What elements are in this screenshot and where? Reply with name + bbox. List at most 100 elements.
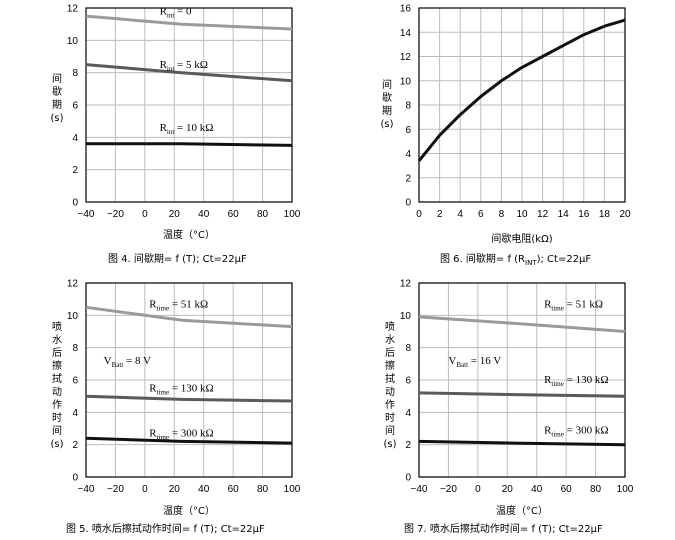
y-tick-label: 2 xyxy=(72,440,78,451)
y-tick-label: 12 xyxy=(67,4,79,15)
series-label: Rtime = 51 kΩ xyxy=(544,298,603,312)
y-tick-label: 4 xyxy=(405,408,411,419)
y-tick-label: 0 xyxy=(72,198,78,209)
y-tick-label: 12 xyxy=(67,279,79,290)
chart-fig4: −40 −20 0 20 40 60 80 100 0 2 4 6 8 10 12 Rint = 0 Rint … xyxy=(50,4,300,266)
series-line xyxy=(417,18,626,162)
x-tick-label: −20 xyxy=(440,484,457,495)
battery-voltage-label: VBatt = 8 V xyxy=(104,355,151,369)
y-tick-label: 8 xyxy=(405,343,411,354)
x-tick-label: 40 xyxy=(531,484,543,495)
series-line xyxy=(85,305,293,329)
y-axis-label: 期 xyxy=(382,105,392,117)
y-tick-label: 0 xyxy=(405,198,411,209)
x-tick-label: 18 xyxy=(599,209,611,220)
series-label: Rtime = 51 kΩ xyxy=(149,298,208,312)
series-line xyxy=(85,14,293,31)
x-tick-label: −20 xyxy=(107,484,124,495)
y-tick-label: 4 xyxy=(72,408,78,419)
series-label: Rtime = 300 kΩ xyxy=(544,424,608,438)
series-label: Rtime = 130 kΩ xyxy=(149,382,213,396)
y-axis-label: 擦 xyxy=(52,359,62,372)
x-tick-label: 40 xyxy=(198,209,210,220)
y-tick-label: 8 xyxy=(72,343,78,354)
y-tick-label: 6 xyxy=(405,376,411,387)
x-tick-label: −20 xyxy=(107,209,124,220)
x-axis-label: 温度（°C） xyxy=(496,504,548,517)
plot-frame xyxy=(418,7,626,203)
y-tick-label: 10 xyxy=(67,36,79,47)
series-label: Rint = 10 kΩ xyxy=(160,122,214,136)
series-label: Rtime = 300 kΩ xyxy=(149,428,213,442)
x-tick-label: 100 xyxy=(617,484,634,495)
y-axis-label: (s) xyxy=(50,439,63,450)
y-tick-label: 4 xyxy=(72,133,78,144)
series-line xyxy=(86,142,293,147)
x-tick-label: 60 xyxy=(228,209,240,220)
x-tick-label: 0 xyxy=(416,209,422,220)
x-tick-label: 10 xyxy=(516,209,528,220)
y-tick-label: 10 xyxy=(400,76,412,87)
y-axis-label: 期 xyxy=(52,99,62,111)
series-line xyxy=(418,439,626,447)
y-tick-label: 0 xyxy=(72,473,78,484)
series-line xyxy=(418,315,626,333)
y-tick-label: 12 xyxy=(400,279,412,290)
x-tick-label: −40 xyxy=(78,209,95,220)
x-tick-label: 0 xyxy=(142,209,148,220)
x-tick-label: 14 xyxy=(558,209,570,220)
y-axis-label: 喷 xyxy=(52,321,62,333)
y-tick-label: 8 xyxy=(72,68,78,79)
x-tick-label: −40 xyxy=(411,484,428,495)
y-tick-label: 10 xyxy=(67,311,79,322)
y-axis-label: 时 xyxy=(52,412,62,424)
x-axis-label: 温度（°C） xyxy=(163,504,215,517)
x-tick-label: −40 xyxy=(78,484,95,495)
x-tick-label: 2 xyxy=(437,209,443,220)
x-tick-label: 4 xyxy=(457,209,463,220)
chart-fig6: 0 2 4 6 8 10 12 14 16 18 20 0 2 4 6 8 10 12 14 16 间歇期 (s) 间歇电阻… xyxy=(380,4,631,268)
x-tick-label: 60 xyxy=(228,484,240,495)
plot-frame xyxy=(85,7,293,203)
y-axis-label: 时 xyxy=(385,412,395,424)
y-axis-label: 拭 xyxy=(385,372,395,385)
y-tick-label: 6 xyxy=(72,376,78,387)
x-tick-label: 20 xyxy=(619,209,631,220)
y-axis-label: 擦 xyxy=(385,359,395,372)
series-label: Rtime = 130 kΩ xyxy=(544,374,608,388)
x-tick-label: 20 xyxy=(502,484,514,495)
y-tick-label: 2 xyxy=(405,173,411,184)
y-axis-label: 间 xyxy=(52,72,62,85)
y-axis-label: 动 xyxy=(52,386,62,398)
figure-caption: 图 4. 间歇期= f (T); Ct=22µF xyxy=(108,252,247,265)
figure-caption: 图 5. 喷水后擦拭动作时间= f (T); Ct=22µF xyxy=(66,522,265,535)
y-axis-label: 间 xyxy=(382,78,392,91)
y-tick-label: 16 xyxy=(400,4,412,15)
y-axis-label: 水 xyxy=(52,334,62,346)
y-tick-label: 2 xyxy=(72,165,78,176)
x-tick-label: 100 xyxy=(284,484,301,495)
y-tick-label: 2 xyxy=(405,440,411,451)
x-tick-label: 8 xyxy=(499,209,505,220)
x-tick-label: 20 xyxy=(169,484,181,495)
y-axis-label: 作 xyxy=(385,399,395,411)
x-tick-label: 0 xyxy=(475,484,481,495)
y-tick-label: 10 xyxy=(400,311,412,322)
y-axis-label: 水 xyxy=(385,334,395,346)
y-tick-label: 14 xyxy=(400,28,412,39)
chart-fig5: −40 −20 0 20 40 60 80 100 0 2 4 6 8 10 12 Rtime = 51 kΩ… xyxy=(50,279,300,536)
y-tick-label: 0 xyxy=(405,473,411,484)
figure-caption: 图 7. 喷水后擦拭动作时间= f (T); Ct=22µF xyxy=(404,522,603,535)
y-axis-label: (s) xyxy=(380,119,393,130)
series-label: Rint = 5 kΩ xyxy=(160,59,208,73)
battery-voltage-label: VBatt = 16 V xyxy=(448,355,501,369)
y-tick-label: 8 xyxy=(405,101,411,112)
x-tick-label: 40 xyxy=(198,484,210,495)
y-tick-label: 4 xyxy=(405,149,411,160)
series-line xyxy=(85,436,293,445)
x-tick-label: 0 xyxy=(142,484,148,495)
x-tick-label: 6 xyxy=(478,209,484,220)
y-axis-label: 拭 xyxy=(52,372,62,385)
x-tick-label: 60 xyxy=(561,484,573,495)
x-axis-label: 温度（°C） xyxy=(163,228,215,241)
